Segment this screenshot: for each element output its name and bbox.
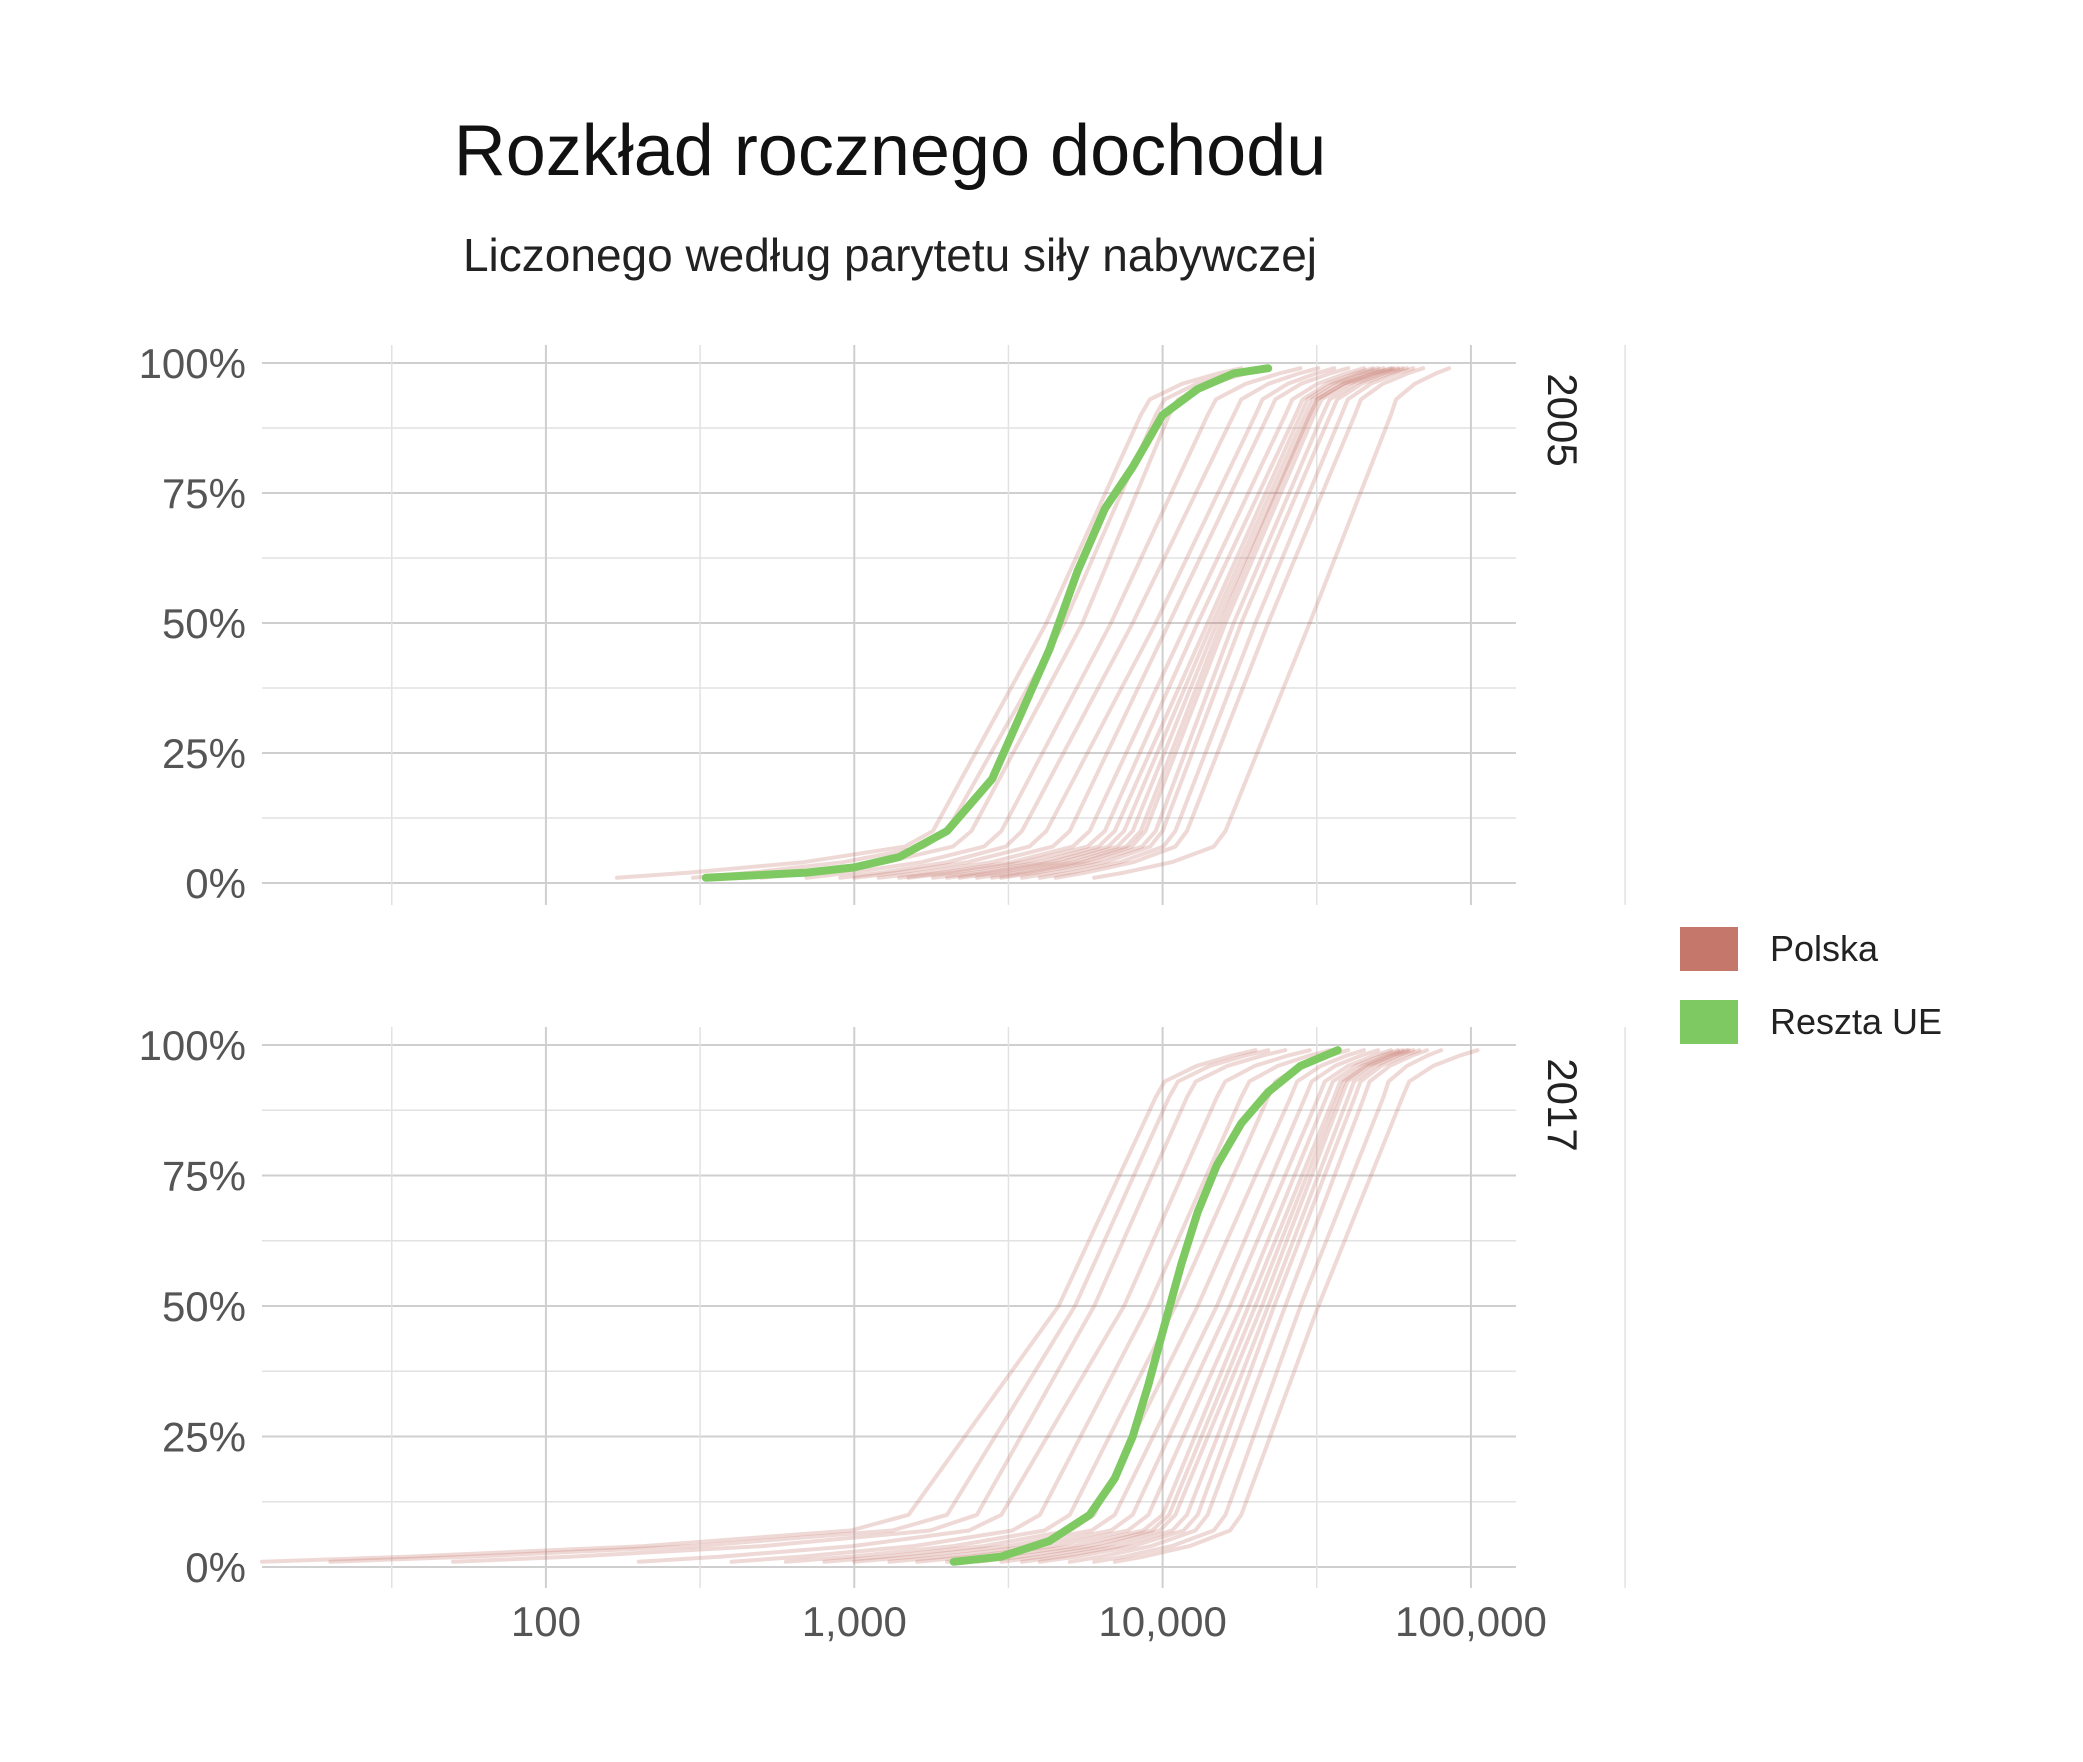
panel-label-2017: 2017 [1539,1058,1586,1151]
legend-swatch-reszta-ue [1680,1000,1738,1044]
legend-label-polska: Polska [1770,928,1879,969]
series-polska-line [957,366,1393,880]
x-tick-label: 1,000 [802,1598,907,1645]
series-polska-line [1053,366,1426,880]
legend-label-reszta-ue: Reszta UE [1770,1001,1943,1042]
series-polska-line [1112,1048,1480,1564]
series-polska-line [887,1048,1393,1564]
y-tick-label: 25% [162,1414,246,1461]
series-polska-line [729,1048,1333,1564]
series-polska-line [852,366,1337,880]
x-tick-label: 100,000 [1395,1598,1547,1645]
series-polska-line [1092,1048,1444,1564]
series-polska-line [945,366,1386,880]
panel-label-2005: 2005 [1539,373,1586,466]
series-polska-line [804,366,1303,880]
y-tick-label: 100% [139,340,246,387]
x-tick-label: 100 [511,1598,581,1645]
series-polska-line [1092,366,1452,880]
legend-item-reszta-ue: Reszta UE [1680,993,1942,1051]
series-polska-line [615,366,1244,880]
series-polska-line [852,1048,1381,1564]
series-polska-line [999,366,1405,880]
series-polska-line [876,366,1351,880]
y-tick-label: 0% [185,1544,246,1591]
y-tick-label: 75% [162,1153,246,1200]
y-tick-label: 25% [162,730,246,777]
series-polska-line [260,1048,1258,1564]
legend-swatch-polska [1680,927,1738,971]
y-tick-label: 100% [139,1022,246,1069]
y-tick-label: 50% [162,600,246,647]
y-tick-label: 50% [162,1283,246,1330]
series-polska-line [1037,1048,1422,1564]
series-polska-line [636,1048,1312,1564]
series-polska-line [975,366,1396,880]
series-polska-line [451,1048,1288,1564]
series-polska-line [931,366,1381,880]
legend: Polska Reszta UE [1680,920,1942,1066]
panel-2017: 0% 25% 50% 75% 100% 2017 [139,1022,1626,1591]
series-polska-line [328,1048,1271,1564]
series-polska-line [1037,366,1416,880]
series-reszta-ue-line [949,1046,1342,1566]
series-polska-line [945,1048,1405,1564]
y-tick-label: 0% [185,860,246,907]
chart-subtitle: Liczonego według parytetu siły nabywczej [462,229,1318,281]
series-polska-line [897,366,1366,880]
x-tick-label: 10,000 [1098,1598,1226,1645]
series-polska-line [1067,1048,1429,1564]
y-tick-label: 75% [162,470,246,517]
series-polska-line [1020,1048,1416,1564]
panel-2005: 0% 25% 50% 75% 100% 2005 [139,340,1626,907]
series-polska-line [975,1048,1409,1564]
chart-title: Rozkład rocznego dochodu [453,111,1327,191]
series-polska-line [915,1048,1400,1564]
legend-item-polska: Polska [1680,920,1942,978]
series-polska-line [906,366,1375,880]
series-polska-line [999,1048,1412,1564]
series-polska-line [1020,366,1409,880]
series-polska-line [838,366,1321,880]
series-reszta-ue-line [701,364,1273,882]
series-polska-line [990,366,1400,880]
